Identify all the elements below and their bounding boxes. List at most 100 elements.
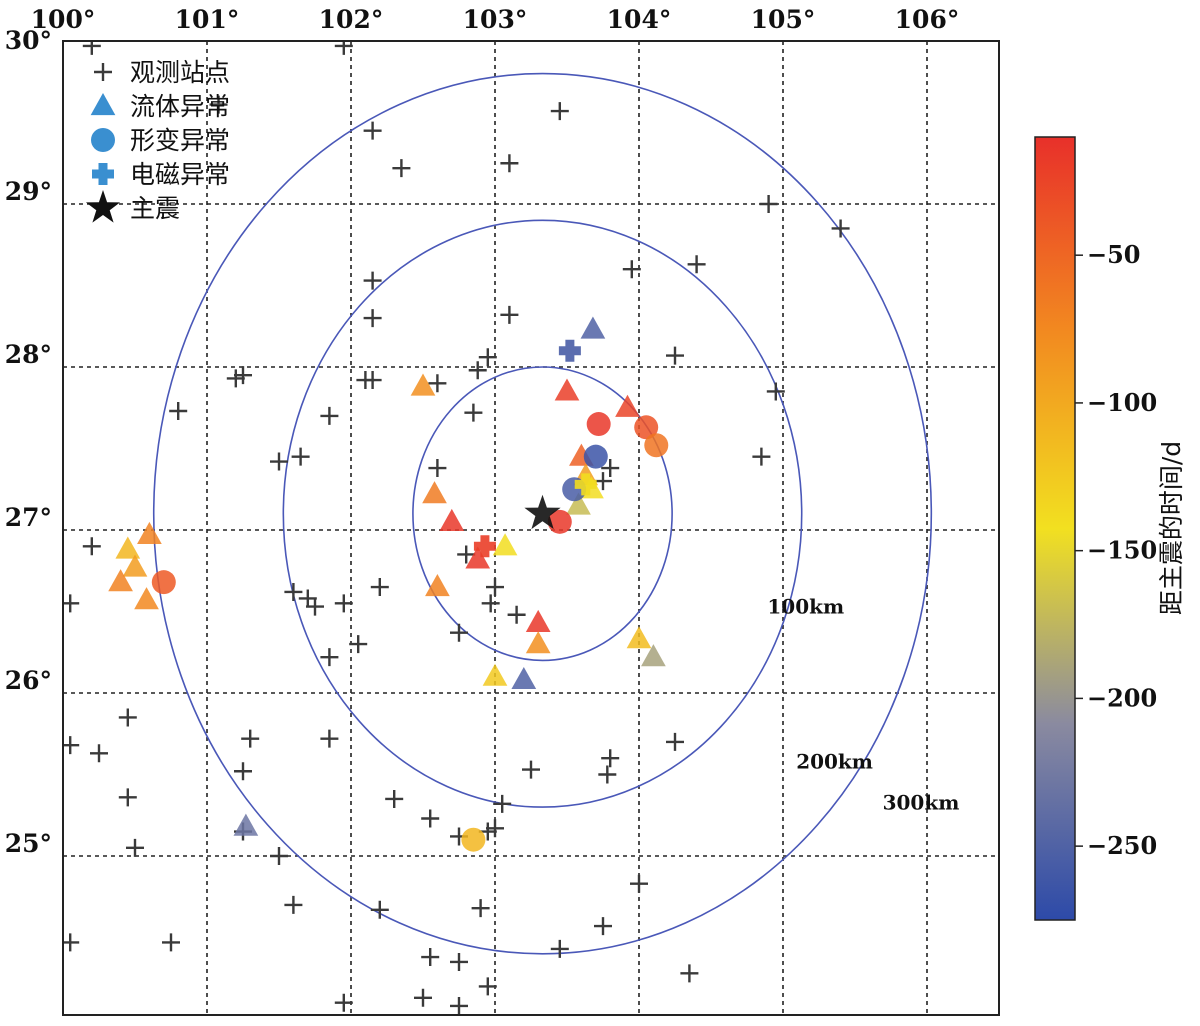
- station-marker: [421, 809, 440, 828]
- colorbar-gradient: [1034, 136, 1076, 921]
- legend-label: 电磁异常: [130, 160, 230, 189]
- station-marker: [500, 305, 519, 324]
- station-marker: [370, 578, 389, 597]
- electromagnetic-anomaly-marker: [473, 535, 496, 558]
- station-marker: [334, 41, 353, 55]
- station-marker: [752, 447, 771, 466]
- station-marker: [320, 648, 339, 667]
- ring-label: 100km: [767, 595, 844, 619]
- station-marker: [486, 819, 504, 838]
- station-marker: [428, 459, 447, 478]
- colorbar-tick-label: −200: [1087, 683, 1157, 712]
- legend-label: 流体异常: [130, 92, 230, 121]
- station-marker: [363, 309, 382, 328]
- station-marker: [687, 255, 706, 274]
- station-marker: [320, 406, 339, 425]
- colorbar: −50 −100 −150 −200 −250 距主震的时间/d: [1034, 136, 1186, 921]
- station-marker: [363, 371, 382, 390]
- legend-label: 形变异常: [130, 126, 230, 155]
- distance-ring: [282, 219, 803, 808]
- station-marker: [385, 789, 404, 808]
- station-marker: [349, 635, 368, 654]
- station-marker: [486, 578, 504, 597]
- y-tick-label: 26°: [5, 666, 52, 695]
- station-marker: [450, 952, 468, 971]
- x-tick-label: 102°: [319, 5, 384, 34]
- legend-label: 主震: [130, 194, 180, 223]
- station-marker: [507, 605, 526, 624]
- station-marker: [82, 537, 101, 556]
- station-marker: [493, 794, 512, 813]
- station-marker: [630, 874, 648, 893]
- legend-cross-icon: [92, 163, 114, 185]
- station-marker: [622, 260, 641, 279]
- y-tick-label: 27°: [5, 503, 52, 532]
- station-marker: [270, 847, 288, 865]
- station-marker: [284, 582, 303, 601]
- fluid-anomaly-marker: [525, 609, 551, 633]
- distance-ring: [152, 72, 933, 955]
- fluid-anomaly-marker: [580, 316, 606, 339]
- colorbar-tick-label: −100: [1087, 388, 1157, 417]
- station-marker: [478, 977, 497, 996]
- deformation-anomaly-marker: [583, 444, 608, 469]
- station-marker: [82, 41, 101, 55]
- station-marker: [63, 594, 80, 613]
- fluid-anomaly-marker: [641, 644, 666, 667]
- station-marker: [363, 271, 382, 290]
- station-marker: [284, 895, 303, 914]
- electromagnetic-anomaly-marker: [574, 473, 597, 496]
- station-marker: [831, 219, 850, 238]
- station-marker: [450, 623, 468, 642]
- anomalies: 100km 200km 300km: [108, 316, 959, 852]
- station-marker: [450, 996, 468, 1015]
- station-marker: [234, 366, 252, 385]
- y-tick-label: 25°: [5, 829, 52, 858]
- fluid-anomaly-marker: [425, 574, 450, 597]
- station-marker: [464, 403, 483, 422]
- stations: [63, 41, 850, 1015]
- fluid-anomaly-marker: [115, 536, 141, 559]
- ring-label: 200km: [796, 750, 873, 774]
- station-marker: [162, 933, 180, 952]
- station-marker: [118, 788, 137, 807]
- station-marker: [118, 708, 137, 727]
- fluid-anomaly-marker: [492, 533, 518, 556]
- y-tick-label: 30°: [5, 26, 52, 55]
- station-marker: [270, 452, 288, 471]
- ring-labels: 100km 200km 300km: [767, 595, 959, 815]
- station-marker: [766, 382, 785, 401]
- station-marker: [500, 154, 519, 173]
- mainshock: [524, 494, 561, 530]
- axis-ticks: 100° 101° 102° 103° 104° 105° 106° 25° 26° 27° 28°…: [5, 5, 960, 858]
- station-marker: [522, 760, 540, 779]
- station-marker: [306, 597, 324, 616]
- station-marker: [759, 195, 778, 213]
- station-marker: [457, 545, 476, 564]
- station-marker: [363, 121, 382, 140]
- legend-plus-icon: [94, 63, 112, 81]
- colorbar-title: 距主震的时间/d: [1157, 441, 1186, 615]
- x-tick-label: 106°: [895, 5, 960, 34]
- station-marker: [421, 948, 440, 967]
- station-marker: [334, 594, 353, 613]
- fluid-anomaly-marker: [137, 521, 162, 544]
- deformation-anomaly-marker: [151, 570, 176, 595]
- station-marker: [666, 732, 684, 751]
- fluid-anomaly-marker: [122, 554, 148, 577]
- station-marker: [414, 988, 432, 1007]
- deformation-anomaly-marker: [586, 412, 611, 437]
- station-marker: [63, 933, 80, 952]
- station-marker: [594, 917, 612, 936]
- station-marker: [478, 348, 497, 367]
- fluid-anomaly-marker: [626, 626, 652, 649]
- station-marker: [598, 765, 617, 784]
- legend-star-icon: [85, 190, 121, 223]
- station-marker: [550, 939, 569, 958]
- fluid-anomaly-marker: [511, 666, 537, 690]
- station-marker: [392, 159, 411, 178]
- x-tick-label: 100°: [31, 5, 96, 34]
- fluid-anomaly-marker: [615, 394, 640, 417]
